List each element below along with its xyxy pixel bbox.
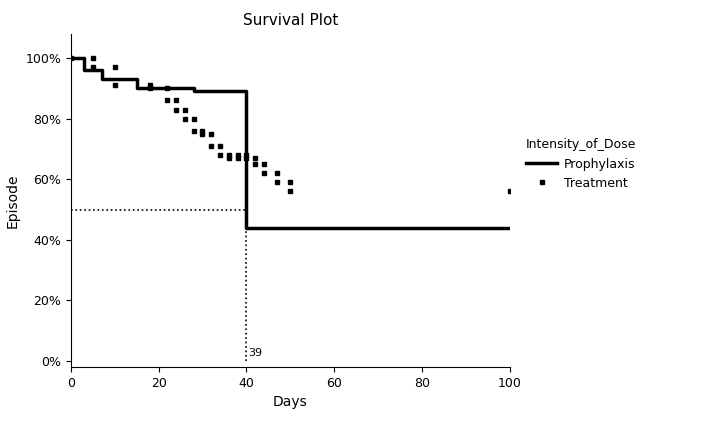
X-axis label: Days: Days [273,395,308,409]
Title: Survival Plot: Survival Plot [243,14,338,28]
Text: 39: 39 [249,348,263,358]
Y-axis label: Episode: Episode [6,173,20,228]
Legend: Prophylaxis, Treatment: Prophylaxis, Treatment [520,133,641,195]
